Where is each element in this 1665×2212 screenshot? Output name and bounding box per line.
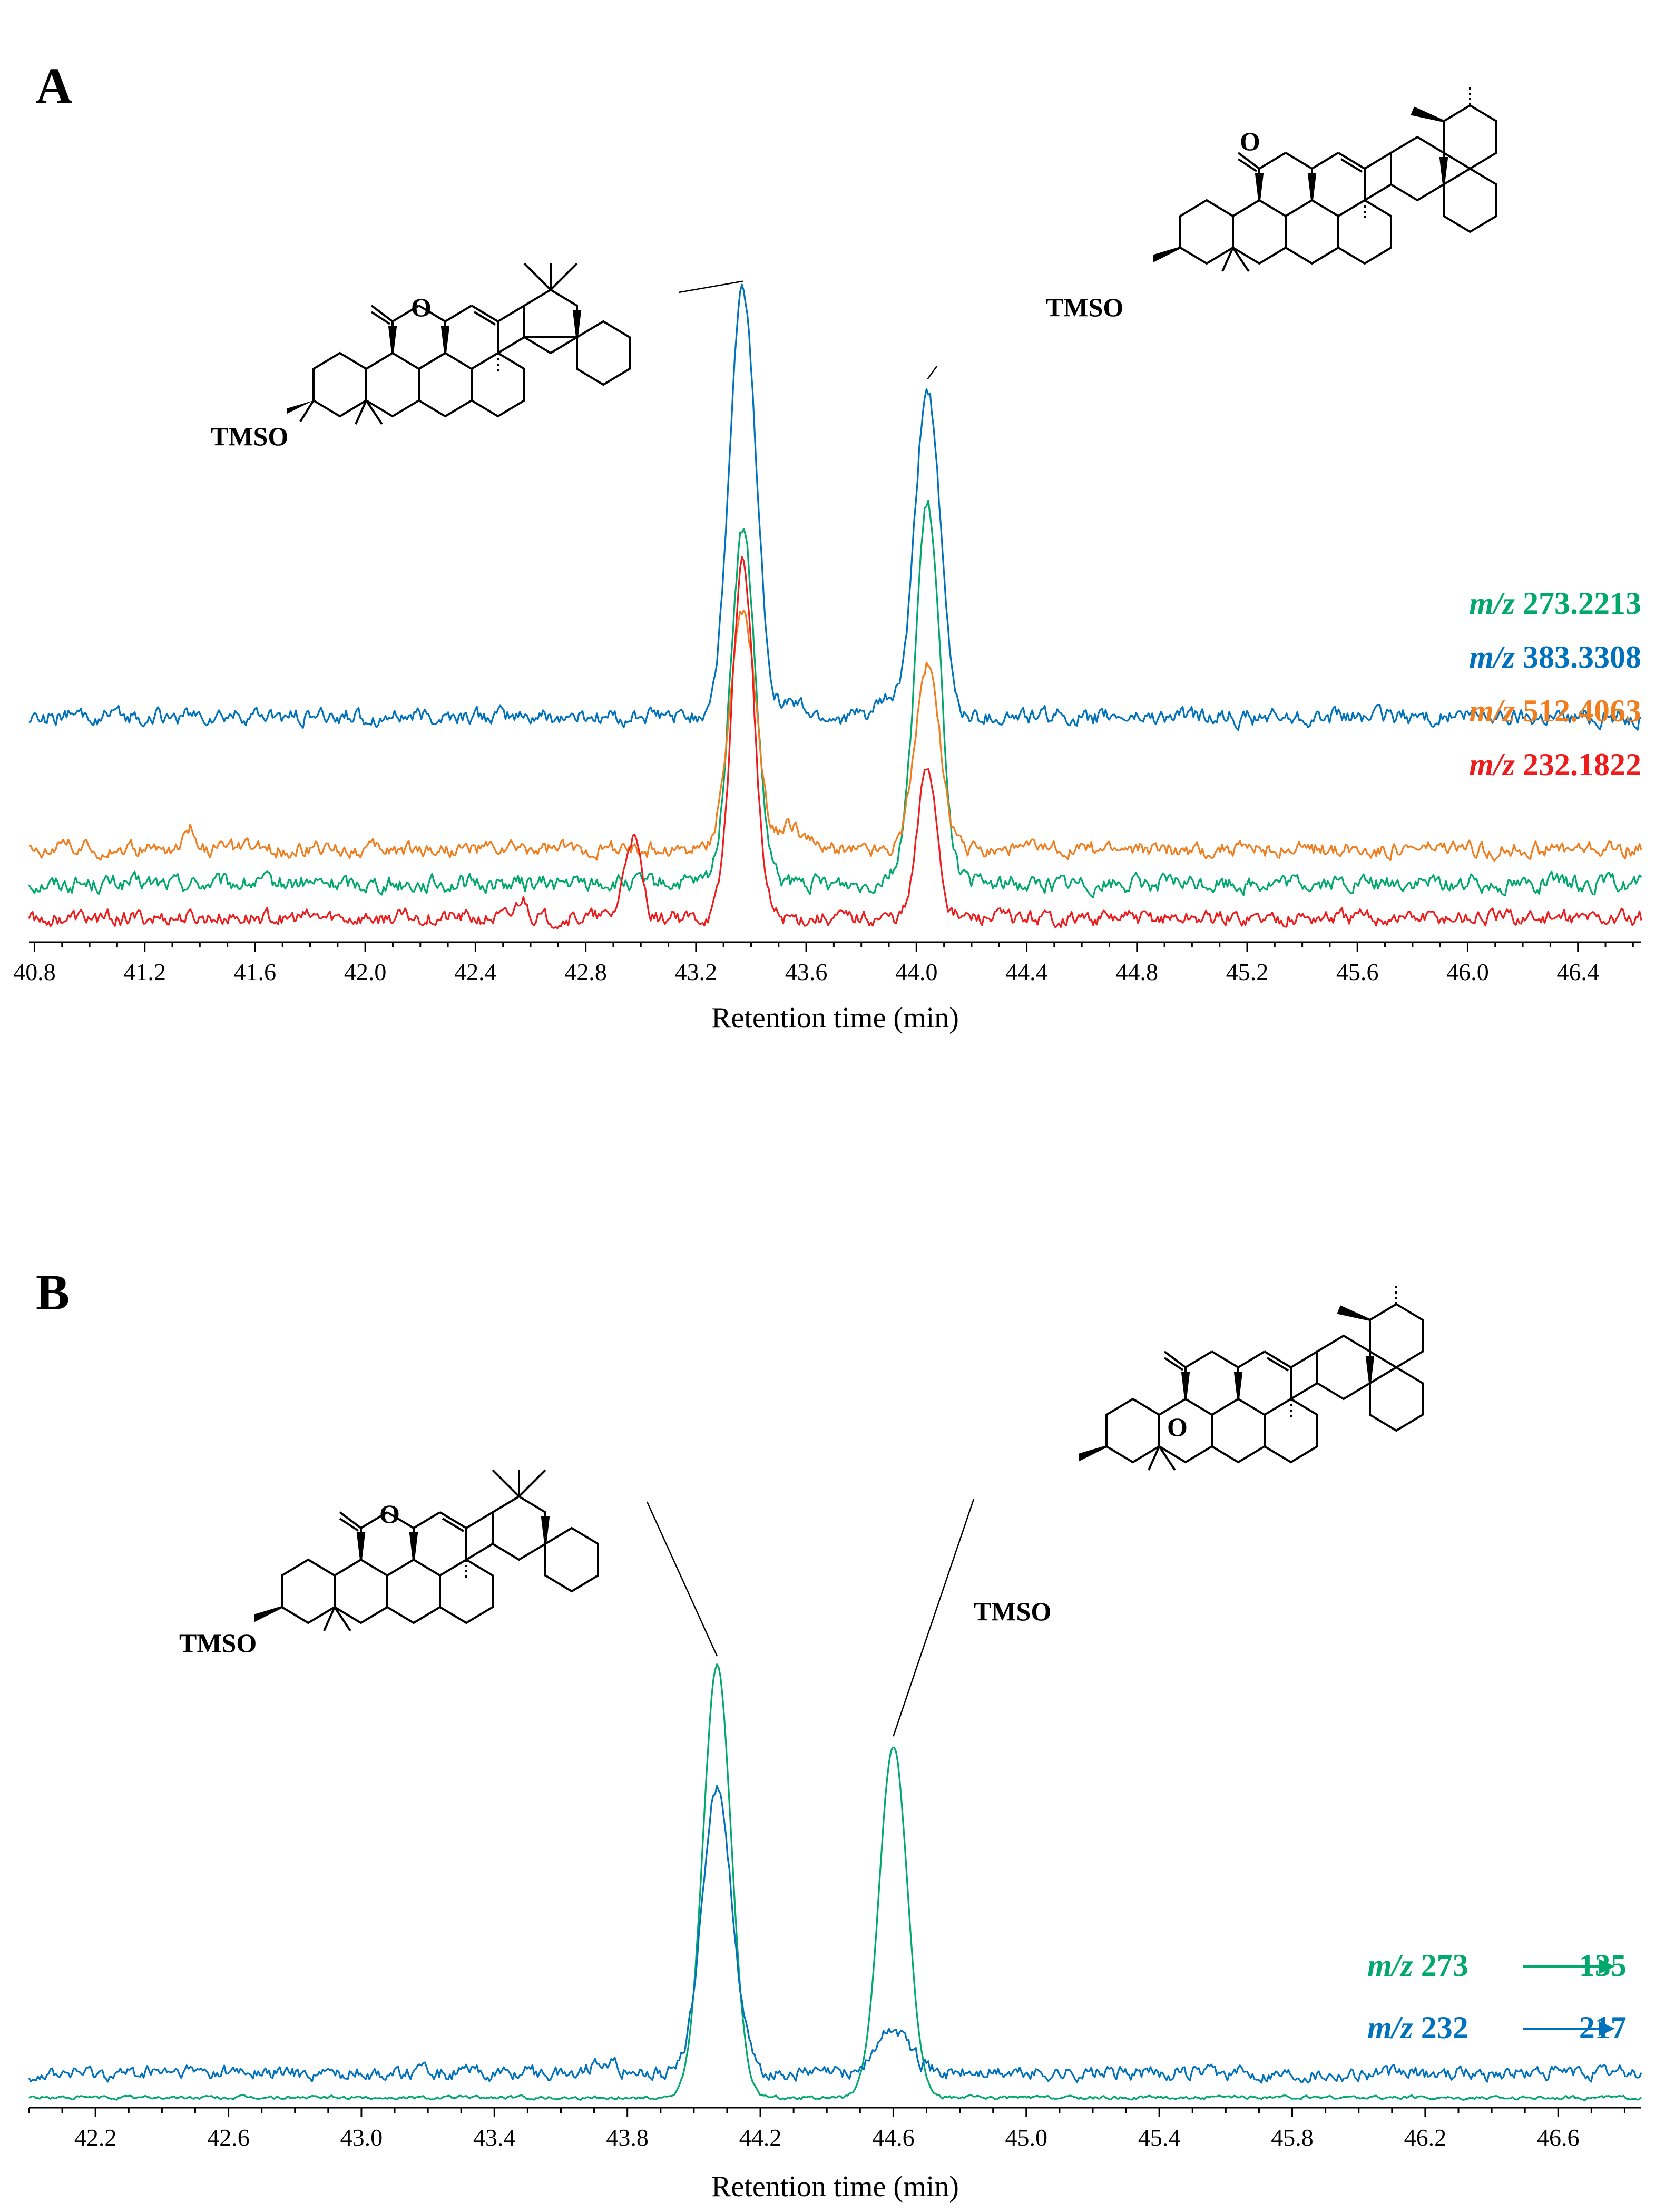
x-tick-label: 41.6	[234, 958, 277, 985]
chromatogram-panel-a: 40.8 41.2 41.6 42.0 42.4 42.8 43.2 43.6 44.0 44.4…	[13, 280, 1642, 1034]
annotation-connector	[678, 280, 743, 293]
x-tick-label: 46.4	[1556, 958, 1599, 985]
x-tick-label: 45.8	[1271, 2124, 1314, 2151]
legend-arrow-head	[1599, 2021, 1615, 2036]
x-tick-label: 42.0	[344, 958, 387, 985]
x-axis-title: Retention time (min)	[711, 2170, 959, 2203]
x-tick-label: 44.2	[739, 2124, 782, 2151]
x-tick-label: 44.0	[895, 958, 938, 985]
annotation-connector	[646, 1501, 718, 1657]
x-tick-label: 44.4	[1005, 958, 1048, 985]
series-line-512-4063	[28, 609, 1642, 862]
label-oxo-b-left: O	[379, 1499, 400, 1529]
x-tick-label: 44.8	[1116, 958, 1159, 985]
series-line-232	[28, 1785, 1642, 2084]
legend-entry: m/z 512.4063	[1469, 693, 1641, 728]
x-tick-label: 45.6	[1336, 958, 1379, 985]
x-tick-label: 40.8	[13, 958, 56, 985]
label-oxo-a-right: O	[1240, 126, 1260, 156]
legend-entry: m/z 383.3308	[1469, 640, 1641, 674]
series-line-273-2213	[28, 499, 1642, 898]
x-tick-label: 44.6	[872, 2124, 915, 2151]
x-tick-label: 46.6	[1537, 2124, 1580, 2151]
annotation-connector	[893, 1499, 975, 1737]
x-tick-label: 43.8	[606, 2124, 649, 2151]
x-tick-label: 42.8	[564, 958, 607, 985]
x-tick-label: 42.2	[74, 2124, 117, 2151]
x-tick-label: 41.2	[123, 958, 166, 985]
series-line-273	[28, 1663, 1642, 2101]
legend-entry: m/z 273.2213	[1469, 586, 1641, 621]
legend-entry: m/z 232217	[1367, 2010, 1627, 2045]
structure-oleanane-b	[254, 1469, 599, 1632]
label-tmso-a-left: TMSO	[211, 422, 288, 451]
x-tick-label: 43.6	[785, 958, 828, 985]
legend-arrow-head	[1599, 1959, 1615, 1974]
series-line-383-3308	[28, 283, 1642, 731]
x-tick-label: 45.0	[1005, 2124, 1048, 2151]
label-tmso-b-left: TMSO	[179, 1628, 257, 1658]
x-tick-label: 46.0	[1446, 958, 1489, 985]
legend-entry: m/z 232.1822	[1469, 747, 1641, 782]
label-tmso-b-right: TMSO	[974, 1597, 1051, 1626]
label-oxo-b-right: O	[1167, 1412, 1188, 1442]
series-line-232-1822	[28, 556, 1642, 929]
structure-ursane-b	[1079, 1283, 1424, 1471]
x-tick-label: 43.4	[473, 2124, 516, 2151]
annotation-connector	[927, 366, 938, 380]
x-tick-label: 45.4	[1138, 2124, 1181, 2151]
panel-a-letter: A	[36, 57, 72, 114]
x-tick-label: 45.2	[1226, 958, 1269, 985]
label-tmso-a-right: TMSO	[1046, 292, 1123, 322]
x-tick-label: 42.6	[207, 2124, 250, 2151]
structure-ursane-a	[1153, 84, 1497, 272]
panel-b-letter: B	[36, 1264, 70, 1320]
x-axis-title: Retention time (min)	[711, 1002, 959, 1034]
x-tick-label: 46.2	[1404, 2124, 1447, 2151]
x-tick-label: 43.0	[340, 2124, 383, 2151]
x-tick-label: 43.2	[675, 958, 718, 985]
x-tick-label: 42.4	[454, 958, 497, 985]
label-oxo-a-left: O	[411, 292, 432, 322]
chromatogram-panel-b: 42.2 42.6 43.0 43.4 43.8 44.2 44.6 45.0 45.4 45.8…	[28, 1499, 1642, 2203]
structure-oleanane-a	[287, 262, 631, 425]
